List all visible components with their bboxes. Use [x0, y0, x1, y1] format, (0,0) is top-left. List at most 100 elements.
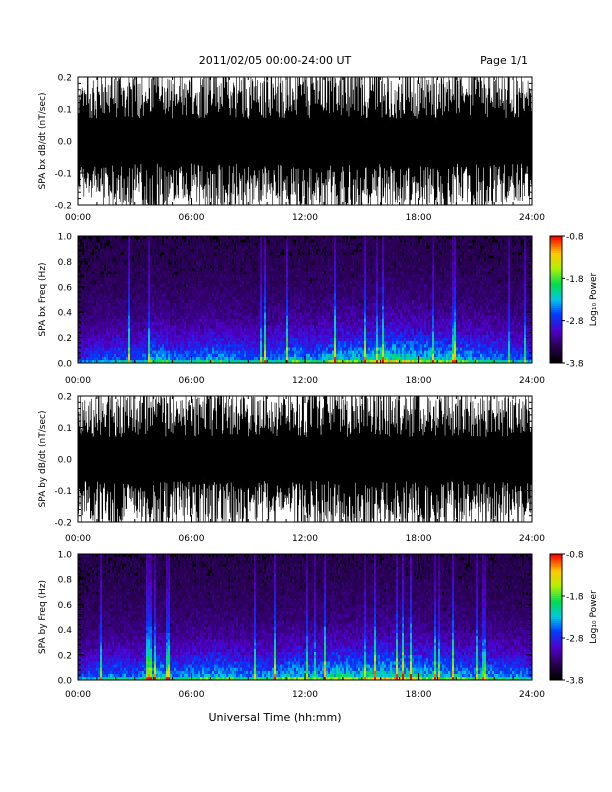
spectrogram-cell — [246, 309, 249, 313]
spectrogram-cell — [250, 359, 253, 364]
spectrogram-cell — [170, 267, 173, 272]
spectrogram-cell — [106, 343, 109, 348]
spectrogram-cell — [174, 350, 177, 354]
spectrogram-cell — [236, 255, 239, 259]
spectrogram-cell — [228, 343, 231, 348]
spectrogram-cell — [128, 274, 131, 278]
spectrogram-cell — [262, 264, 265, 269]
spectrogram-cell — [198, 331, 201, 335]
spectrogram-cell — [160, 302, 163, 307]
spectrogram-cell — [152, 299, 155, 303]
spectrogram-cell — [280, 239, 283, 243]
spectrogram-cell — [278, 280, 281, 284]
spectrogram-cell — [242, 302, 245, 307]
spectrogram-cell — [214, 283, 217, 288]
spectrogram-cell — [240, 315, 243, 319]
spectrogram-cell — [210, 331, 213, 335]
spectrogram-cell — [184, 289, 187, 294]
spectrogram-cell — [88, 305, 91, 310]
spectrogram-cell — [142, 321, 145, 326]
spectrogram-cell — [264, 261, 267, 265]
spectrogram-cell — [88, 289, 91, 294]
spectrogram-cell — [256, 353, 259, 357]
spectrogram-cell — [222, 296, 225, 300]
spectrogram-cell — [292, 255, 295, 259]
spectrogram-cell — [148, 299, 151, 303]
spectrogram-cell — [280, 267, 283, 272]
spectrogram-cell — [228, 245, 231, 249]
spectrogram-cell — [276, 261, 279, 265]
spectrogram-cell — [308, 296, 311, 300]
spectrogram-cell — [232, 286, 235, 291]
spectrogram-cell — [156, 280, 159, 284]
spectrogram-cell — [240, 236, 243, 240]
spectrogram-cell — [310, 340, 313, 345]
spectrogram-cell — [138, 258, 141, 262]
spectrogram-cell — [200, 309, 203, 313]
spectrogram-cell — [180, 340, 183, 345]
spectrogram-cell — [224, 350, 227, 354]
spectrogram-cell — [274, 280, 277, 284]
spectrogram-cell — [176, 239, 179, 243]
spectrogram-cell — [192, 305, 195, 310]
spectrogram-cell — [164, 283, 167, 288]
spectrogram-cell — [272, 331, 275, 335]
spectrogram-cell — [290, 267, 293, 272]
spectrogram-cell — [294, 283, 297, 288]
spectrogram-cell — [120, 242, 123, 246]
spectrogram-cell — [164, 324, 167, 329]
spectrogram-cell — [266, 245, 269, 249]
spectrogram-cell — [152, 347, 155, 351]
spectrogram-cell — [326, 331, 329, 335]
spectrogram-cell — [102, 343, 105, 348]
spectrogram-cell — [300, 239, 303, 243]
spectrogram-cell — [236, 302, 239, 307]
spectrogram-cell — [212, 299, 215, 303]
spectrogram-cell — [194, 293, 197, 297]
spectrogram-cell — [274, 315, 277, 319]
spectrogram-cell — [218, 318, 221, 323]
spectrogram-cell — [208, 337, 211, 342]
spectrogram-cell — [236, 359, 239, 364]
spectrogram-cell — [194, 239, 197, 243]
spectrogram-cell — [158, 267, 161, 272]
spectrogram-cell — [144, 324, 147, 329]
spectrogram-cell — [86, 277, 89, 281]
spectrogram-cell — [88, 350, 91, 354]
spectrogram-cell — [188, 318, 191, 323]
spectrogram-cell — [220, 248, 223, 253]
spectrogram-cell — [126, 356, 129, 361]
spectrogram-cell — [330, 353, 333, 357]
spectrogram-cell — [156, 255, 159, 259]
spectrogram-cell — [280, 302, 283, 307]
spectrogram-cell — [134, 305, 137, 310]
spectrogram-cell — [214, 350, 217, 354]
spectrogram-cell — [108, 277, 111, 281]
spectrogram-cell — [322, 264, 325, 269]
spectrogram-cell — [324, 267, 327, 272]
spectrogram-cell — [110, 242, 113, 246]
spectrogram-cell — [208, 350, 211, 354]
spectrogram-cell — [128, 236, 131, 240]
spectrogram-cell — [168, 267, 171, 272]
spectrogram-cell — [108, 359, 111, 364]
spectrogram-cell — [236, 299, 239, 303]
spectrogram-cell — [330, 264, 333, 269]
spectrogram-cell — [248, 258, 251, 262]
spectrogram-cell — [136, 274, 139, 278]
spectrogram-cell — [320, 255, 323, 259]
spectrogram-cell — [230, 315, 233, 319]
spectrogram-cell — [130, 248, 133, 253]
spectrogram-cell — [206, 245, 209, 249]
spectrogram-cell — [156, 296, 159, 300]
spectrogram-cell — [256, 239, 259, 243]
spectrogram-cell — [202, 289, 205, 294]
y-tick-label: 0.2 — [58, 74, 72, 84]
spectrogram-cell — [300, 315, 303, 319]
spectrogram-cell — [126, 286, 129, 291]
spectrogram-cell — [240, 274, 243, 278]
spectrogram-cell — [146, 324, 149, 329]
spectrogram-cell — [188, 328, 191, 332]
spectrogram-cell — [222, 293, 225, 297]
spectrogram-cell — [140, 283, 143, 288]
